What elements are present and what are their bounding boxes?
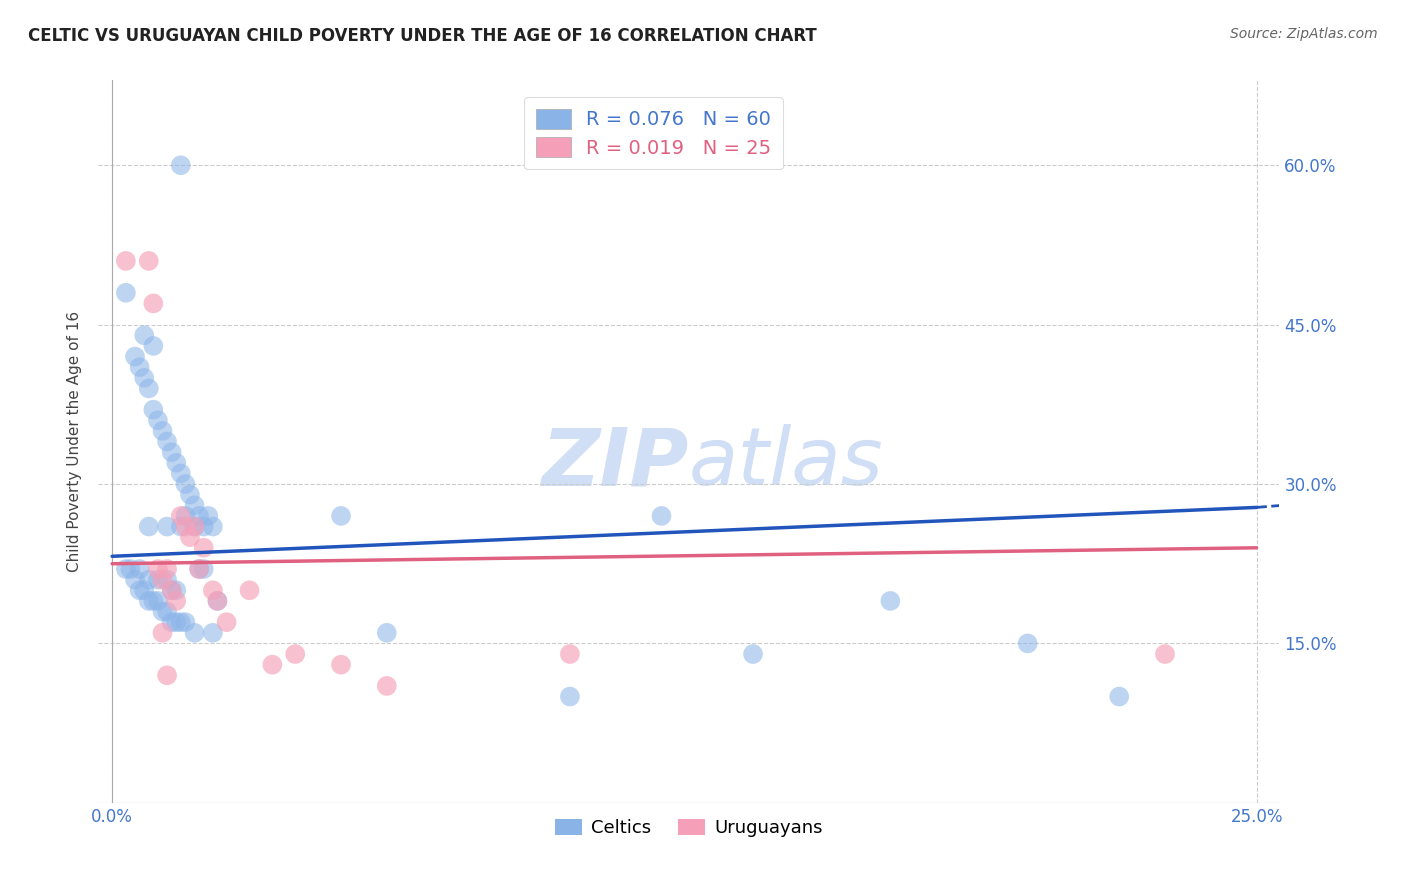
Point <box>156 519 179 533</box>
Point <box>284 647 307 661</box>
Point <box>156 434 179 449</box>
Point <box>207 594 229 608</box>
Point <box>170 467 193 481</box>
Point <box>188 508 211 523</box>
Point <box>1108 690 1130 704</box>
Point <box>146 413 169 427</box>
Text: ZIP: ZIP <box>541 425 689 502</box>
Point <box>165 583 187 598</box>
Point <box>174 615 197 630</box>
Point <box>115 285 138 300</box>
Point <box>742 647 765 661</box>
Point <box>558 647 581 661</box>
Point <box>138 573 160 587</box>
Point <box>138 519 160 533</box>
Point <box>120 562 142 576</box>
Point <box>142 339 165 353</box>
Point <box>170 615 193 630</box>
Point <box>197 508 219 523</box>
Point <box>138 254 160 268</box>
Point <box>146 573 169 587</box>
Point <box>152 424 174 438</box>
Point <box>170 508 193 523</box>
Point <box>188 562 211 576</box>
Point <box>156 668 179 682</box>
Point <box>201 583 224 598</box>
Point <box>215 615 238 630</box>
Point <box>179 488 201 502</box>
Point <box>193 541 215 555</box>
Point <box>138 381 160 395</box>
Point <box>124 350 146 364</box>
Text: atlas: atlas <box>689 425 884 502</box>
Legend: Celtics, Uruguayans: Celtics, Uruguayans <box>548 812 830 845</box>
Point <box>183 519 205 533</box>
Point <box>138 594 160 608</box>
Point <box>174 477 197 491</box>
Point <box>375 679 398 693</box>
Point <box>165 456 187 470</box>
Point <box>152 573 174 587</box>
Point <box>115 254 138 268</box>
Point <box>124 573 146 587</box>
Point <box>134 371 156 385</box>
Point <box>128 583 150 598</box>
Point <box>201 519 224 533</box>
Point <box>134 328 156 343</box>
Point <box>160 583 183 598</box>
Point <box>146 594 169 608</box>
Point <box>375 625 398 640</box>
Point <box>201 625 224 640</box>
Point <box>152 605 174 619</box>
Point <box>879 594 901 608</box>
Point <box>193 519 215 533</box>
Point <box>128 562 150 576</box>
Text: Source: ZipAtlas.com: Source: ZipAtlas.com <box>1230 27 1378 41</box>
Point <box>183 625 205 640</box>
Point <box>650 508 672 523</box>
Point <box>174 519 197 533</box>
Point <box>1017 636 1039 650</box>
Point <box>238 583 260 598</box>
Point <box>142 402 165 417</box>
Point <box>262 657 284 672</box>
Point <box>160 583 183 598</box>
Point <box>156 605 179 619</box>
Point <box>160 445 183 459</box>
Point <box>558 690 581 704</box>
Point <box>160 615 183 630</box>
Point <box>134 583 156 598</box>
Point <box>146 562 169 576</box>
Point <box>179 530 201 544</box>
Point <box>165 594 187 608</box>
Point <box>330 657 353 672</box>
Point <box>207 594 229 608</box>
Point <box>193 562 215 576</box>
Point <box>156 562 179 576</box>
Point <box>170 519 193 533</box>
Point <box>142 594 165 608</box>
Text: CELTIC VS URUGUAYAN CHILD POVERTY UNDER THE AGE OF 16 CORRELATION CHART: CELTIC VS URUGUAYAN CHILD POVERTY UNDER … <box>28 27 817 45</box>
Point <box>174 508 197 523</box>
Point <box>156 573 179 587</box>
Point <box>165 615 187 630</box>
Point <box>115 562 138 576</box>
Y-axis label: Child Poverty Under the Age of 16: Child Poverty Under the Age of 16 <box>67 311 83 572</box>
Point <box>1154 647 1177 661</box>
Point <box>170 158 193 172</box>
Point <box>142 296 165 310</box>
Point <box>188 562 211 576</box>
Point <box>183 519 205 533</box>
Point <box>128 360 150 375</box>
Point <box>330 508 353 523</box>
Point <box>183 498 205 512</box>
Point <box>152 625 174 640</box>
